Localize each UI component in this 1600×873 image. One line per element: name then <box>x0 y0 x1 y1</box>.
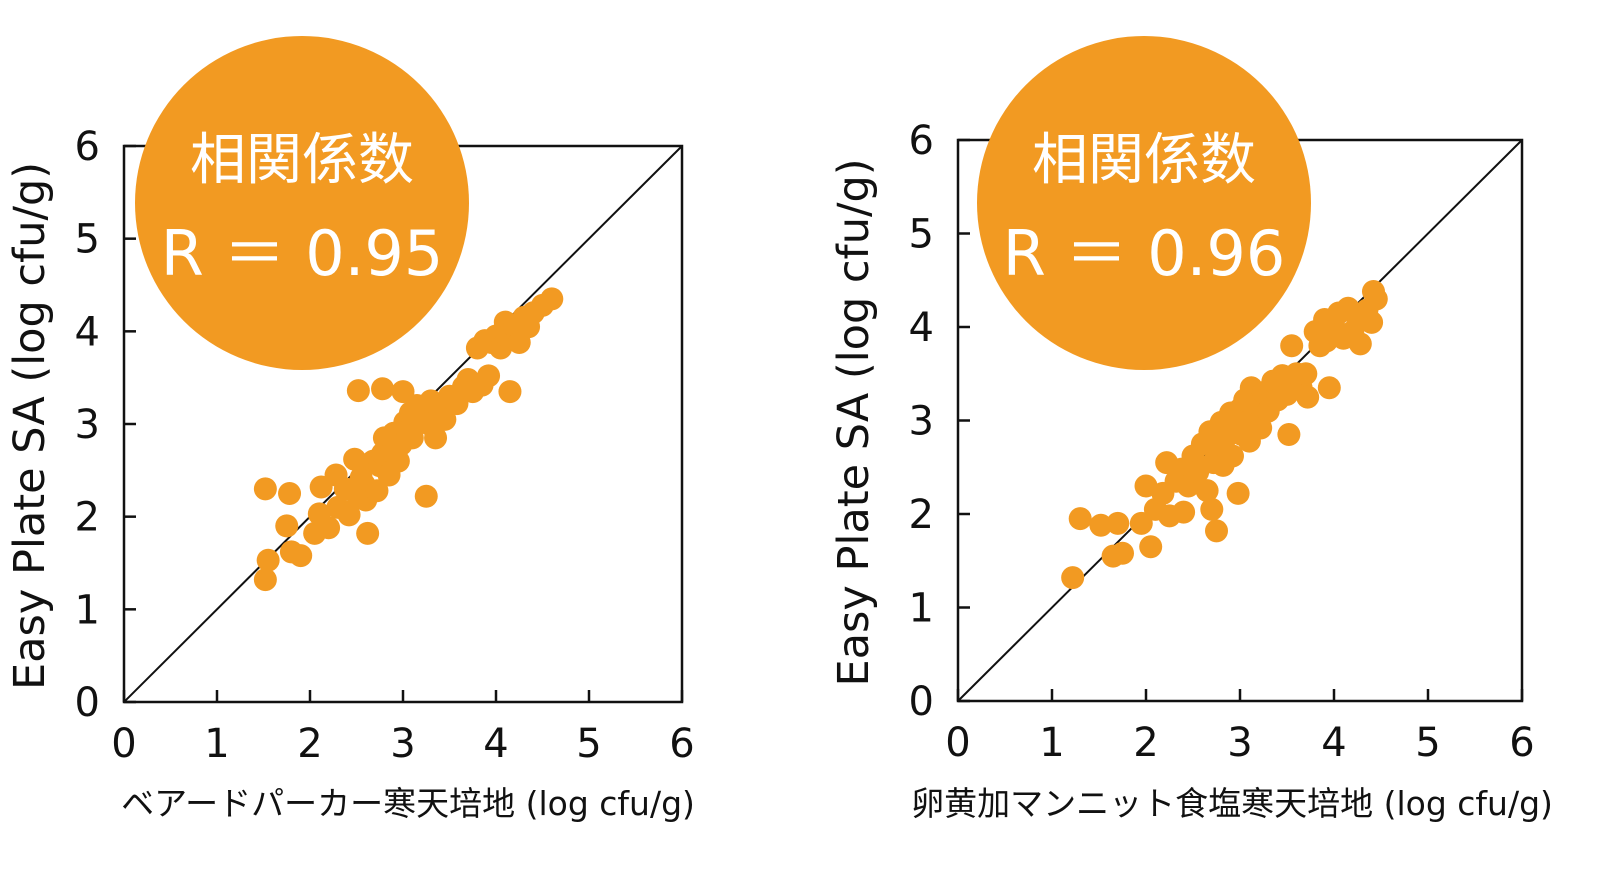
data-point <box>253 477 277 501</box>
y-tick-label: 0 <box>909 679 934 725</box>
data-point <box>424 426 448 450</box>
y-tick-label: 3 <box>75 402 100 448</box>
data-point <box>1106 511 1130 535</box>
y-tick-label: 2 <box>75 495 100 541</box>
x-tick-label: 4 <box>1321 720 1346 766</box>
data-point <box>289 544 313 568</box>
data-point <box>1361 279 1385 303</box>
y-tick-label: 3 <box>909 399 934 445</box>
data-point <box>365 479 389 503</box>
correlation-value: R ＝ 0.95 <box>161 217 444 290</box>
correlation-label: 相関係数 <box>1032 128 1256 193</box>
x-tick-label: 5 <box>576 721 601 767</box>
data-point <box>540 287 564 311</box>
correlation-value: R ＝ 0.96 <box>1003 217 1286 290</box>
data-point <box>256 548 280 572</box>
x-tick-label: 3 <box>390 721 415 767</box>
data-point <box>1348 332 1372 356</box>
data-point <box>1139 535 1163 559</box>
data-point <box>414 484 438 508</box>
y-tick-label: 6 <box>909 118 934 164</box>
x-tick-label: 2 <box>1133 720 1158 766</box>
x-tick-label: 0 <box>945 720 970 766</box>
y-tick-label: 6 <box>75 124 100 170</box>
data-point <box>1280 334 1304 358</box>
y-tick-label: 2 <box>909 492 934 538</box>
y-tick-label: 1 <box>909 586 934 632</box>
data-point <box>400 426 424 450</box>
data-point <box>275 514 299 538</box>
x-tick-label: 2 <box>297 721 322 767</box>
data-point <box>1226 481 1250 505</box>
y-tick-label: 5 <box>75 217 100 263</box>
data-point <box>1195 479 1219 503</box>
x-tick-label: 1 <box>1039 720 1064 766</box>
data-point <box>1317 376 1341 400</box>
data-point <box>1277 423 1301 447</box>
data-point <box>1111 541 1134 565</box>
data-point <box>1061 566 1085 590</box>
data-point <box>1296 385 1320 409</box>
correlation-badge <box>135 36 469 370</box>
data-point <box>346 379 370 403</box>
data-point <box>1172 500 1196 524</box>
x-tick-label: 3 <box>1227 720 1252 766</box>
x-tick-label: 6 <box>669 721 694 767</box>
data-point <box>1205 519 1228 543</box>
data-point <box>391 380 415 404</box>
data-point <box>317 516 341 540</box>
x-tick-label: 1 <box>204 721 229 767</box>
correlation-badge <box>977 36 1311 370</box>
chart-left: 0 1 2 3 4 5 6 0 1 2 3 4 5 6 ベアードパーカー寒天培地 (log cfu/g) Ea… <box>5 36 695 823</box>
y-axis-label: Easy Plate SA (log cfu/g) <box>5 162 55 690</box>
data-point <box>1360 310 1384 334</box>
x-tick-label: 5 <box>1415 720 1440 766</box>
data-point <box>433 407 457 431</box>
y-tick-label: 4 <box>75 309 100 355</box>
data-point <box>1220 444 1244 468</box>
x-tick-label: 6 <box>1509 720 1534 766</box>
y-tick-label: 5 <box>909 212 934 258</box>
x-axis-label: ベアードパーカー寒天培地 (log cfu/g) <box>121 784 695 823</box>
data-point <box>1068 507 1092 531</box>
data-point <box>1284 362 1308 386</box>
data-point <box>1129 511 1153 535</box>
y-axis-label: Easy Plate SA (log cfu/g) <box>829 158 879 686</box>
chart-right: 0 1 2 3 4 5 6 0 1 2 3 4 5 6 卵黄加マンニット食塩寒天培地 (log cfu/g)… <box>829 36 1553 823</box>
data-point <box>1200 497 1224 521</box>
data-point <box>1089 513 1113 537</box>
data-point <box>343 447 367 471</box>
y-tick-label: 0 <box>75 680 100 726</box>
correlation-label: 相関係数 <box>190 128 414 193</box>
data-point <box>253 568 277 592</box>
y-tick-label: 1 <box>75 587 100 633</box>
data-point <box>498 380 522 404</box>
y-tick-label: 4 <box>909 305 934 351</box>
data-point <box>371 377 395 401</box>
x-tick-label: 4 <box>483 721 508 767</box>
x-axis-label: 卵黄加マンニット食塩寒天培地 (log cfu/g) <box>911 784 1553 823</box>
x-tick-label: 0 <box>111 721 136 767</box>
data-point <box>278 482 302 505</box>
data-point <box>477 364 501 388</box>
data-point <box>356 521 380 545</box>
